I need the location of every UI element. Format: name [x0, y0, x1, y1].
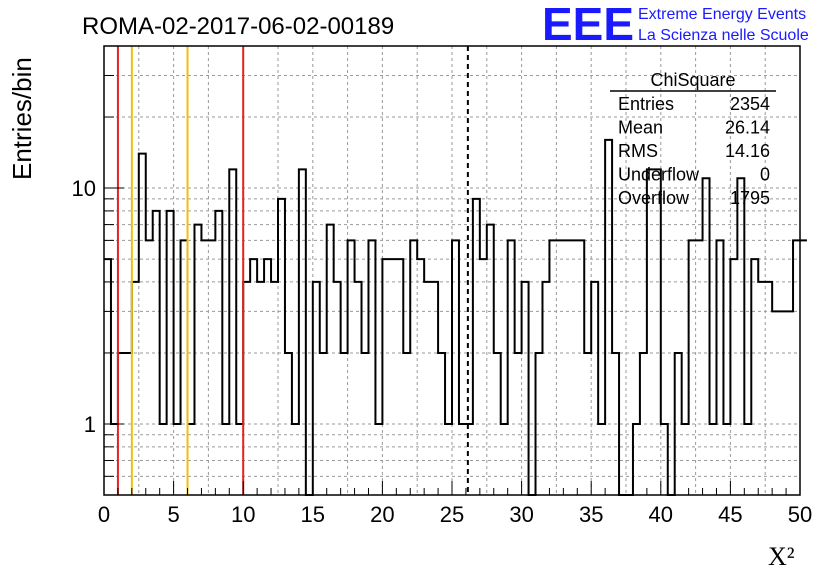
- stats-box: ChiSquare Entries 2354 Mean 26.14 RMS 14.16 Un…: [610, 70, 776, 208]
- x-tick-label: 25: [440, 502, 464, 527]
- stats-label: Mean: [618, 118, 663, 138]
- x-tick-label: 0: [98, 502, 110, 527]
- x-tick-label: 40: [649, 502, 673, 527]
- x-tick-label: 20: [370, 502, 394, 527]
- stats-label: RMS: [618, 141, 658, 161]
- histogram-line: [104, 138, 807, 496]
- logo-line-1: Extreme Energy Events: [638, 6, 806, 23]
- stats-label: Entries: [618, 94, 674, 114]
- stats-value: 0: [760, 165, 770, 185]
- stats-label: Overflow: [618, 188, 690, 208]
- histogram-series: [104, 138, 807, 496]
- stats-label: Underflow: [618, 165, 700, 185]
- x-tick-label: 15: [301, 502, 325, 527]
- stats-value: 14.16: [725, 141, 770, 161]
- x-tick-label: 35: [579, 502, 603, 527]
- y-axis-label: Entries/bin: [7, 57, 37, 180]
- stats-value: 1795: [730, 188, 770, 208]
- grid: [103, 46, 801, 495]
- x-tick-label: 45: [718, 502, 742, 527]
- x-tick-label: 30: [509, 502, 533, 527]
- y-tick-label: 10: [72, 176, 96, 201]
- eee-logo: EEE: [542, 0, 634, 50]
- marker-lines: [116, 46, 469, 495]
- x-tick-label: 50: [788, 502, 812, 527]
- x-tick-label: 5: [167, 502, 179, 527]
- run-title: ROMA-02-2017-06-02-00189: [82, 13, 394, 40]
- y-tick-label: 1: [84, 412, 96, 437]
- stats-title: ChiSquare: [650, 70, 735, 90]
- logo-line-2: La Scienza nelle Scuole: [638, 27, 809, 44]
- stats-value: 2354: [730, 94, 770, 114]
- stats-value: 26.14: [725, 118, 770, 138]
- x-axis-label: X²: [768, 542, 795, 571]
- x-tick-label: 10: [231, 502, 255, 527]
- axes: 0 5 10 15 20 25 30 35 40 45 50 1 10: [72, 45, 812, 527]
